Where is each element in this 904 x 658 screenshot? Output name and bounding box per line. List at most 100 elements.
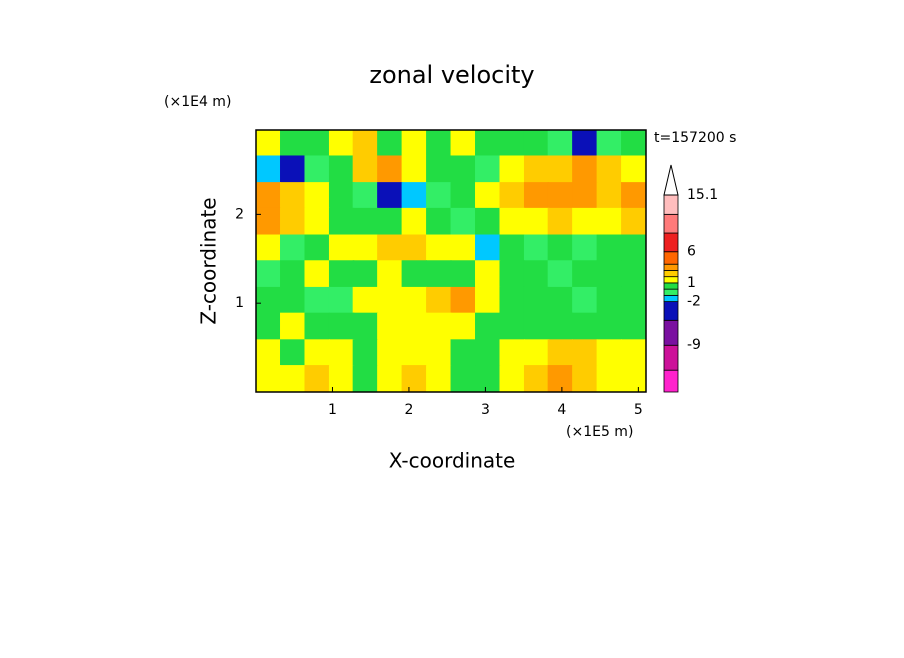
field-cell	[280, 260, 306, 288]
field-cell	[596, 260, 622, 288]
plot-frame	[255, 129, 647, 393]
field-cell	[328, 182, 355, 210]
field-cell	[547, 234, 574, 262]
field-cell	[352, 207, 379, 236]
colorbar-label: 15.1	[687, 187, 718, 203]
field-cell	[256, 234, 281, 262]
field-cell	[304, 312, 330, 340]
field-cell	[280, 286, 306, 315]
field-cell	[450, 286, 476, 315]
field-cell	[547, 260, 574, 288]
field-cell	[499, 182, 525, 210]
field-cell	[572, 339, 598, 367]
field-cell	[426, 207, 452, 236]
x-tick-label: 1	[328, 402, 337, 418]
field-cell	[304, 207, 330, 236]
field-cell	[621, 365, 646, 392]
field-cell	[621, 130, 646, 157]
field-cell	[256, 260, 281, 288]
field-cell	[499, 286, 525, 315]
field-cell	[475, 260, 501, 288]
y-tick-label: 1	[235, 295, 244, 311]
field-cell	[621, 155, 646, 183]
colorbar-segment	[663, 319, 679, 346]
field-cell	[523, 312, 550, 340]
field-cell	[352, 234, 379, 262]
field-cell	[426, 286, 452, 315]
field-cell	[426, 234, 452, 262]
colorbar-segment	[663, 270, 679, 278]
contour-field	[256, 130, 646, 392]
field-cell	[328, 155, 355, 183]
field-cell	[547, 130, 574, 157]
field-cell	[352, 130, 379, 157]
colorbar-segment	[663, 194, 679, 215]
field-cell	[450, 155, 476, 183]
field-cell	[426, 339, 452, 367]
field-cell	[401, 312, 427, 340]
field-cell	[401, 286, 427, 315]
colorbar-segment	[663, 369, 679, 393]
field-cell	[523, 155, 550, 183]
field-cell	[352, 365, 379, 392]
field-cell	[280, 234, 306, 262]
field-cell	[450, 339, 476, 367]
field-cell	[304, 234, 330, 262]
field-cell	[547, 155, 574, 183]
field-cell	[547, 207, 574, 236]
field-cell	[596, 155, 622, 183]
field-cell	[280, 365, 306, 392]
field-cell	[256, 365, 281, 392]
field-cell	[304, 130, 330, 157]
field-cell	[328, 365, 355, 392]
colorbar-label: 6	[687, 244, 696, 260]
field-cell	[377, 286, 403, 315]
field-cell	[475, 339, 501, 367]
field-cell	[256, 339, 281, 367]
field-cell	[621, 207, 646, 236]
field-cell	[377, 260, 403, 288]
field-cell	[328, 312, 355, 340]
field-cell	[621, 182, 646, 210]
y-unit: (×1E4 m)	[164, 94, 231, 110]
field-cell	[572, 286, 598, 315]
field-cell	[621, 286, 646, 315]
field-cell	[401, 207, 427, 236]
field-cell	[475, 234, 501, 262]
field-cell	[352, 286, 379, 315]
field-cell	[572, 312, 598, 340]
field-cell	[523, 207, 550, 236]
field-cell	[304, 339, 330, 367]
field-cell	[256, 155, 281, 183]
field-cell	[426, 260, 452, 288]
field-cell	[401, 260, 427, 288]
field-cell	[596, 312, 622, 340]
field-cell	[450, 365, 476, 392]
field-cell	[621, 234, 646, 262]
field-cell	[426, 365, 452, 392]
field-cell	[572, 234, 598, 262]
field-cell	[475, 312, 501, 340]
field-cell	[426, 182, 452, 210]
field-cell	[377, 155, 403, 183]
field-cell	[475, 286, 501, 315]
field-cell	[377, 182, 403, 210]
colorbar-extend	[663, 164, 679, 196]
field-cell	[499, 207, 525, 236]
field-cell	[523, 286, 550, 315]
colorbar-segment	[663, 251, 679, 265]
field-cell	[572, 207, 598, 236]
field-cell	[596, 365, 622, 392]
field-cell	[328, 234, 355, 262]
field-cell	[328, 260, 355, 288]
field-cell	[401, 130, 427, 157]
field-cell	[572, 260, 598, 288]
field-cell	[328, 207, 355, 236]
field-cell	[547, 339, 574, 367]
colorbar-segment	[663, 282, 679, 290]
field-cell	[352, 339, 379, 367]
field-cell	[328, 286, 355, 315]
field-cell	[280, 339, 306, 367]
field-cell	[450, 182, 476, 210]
